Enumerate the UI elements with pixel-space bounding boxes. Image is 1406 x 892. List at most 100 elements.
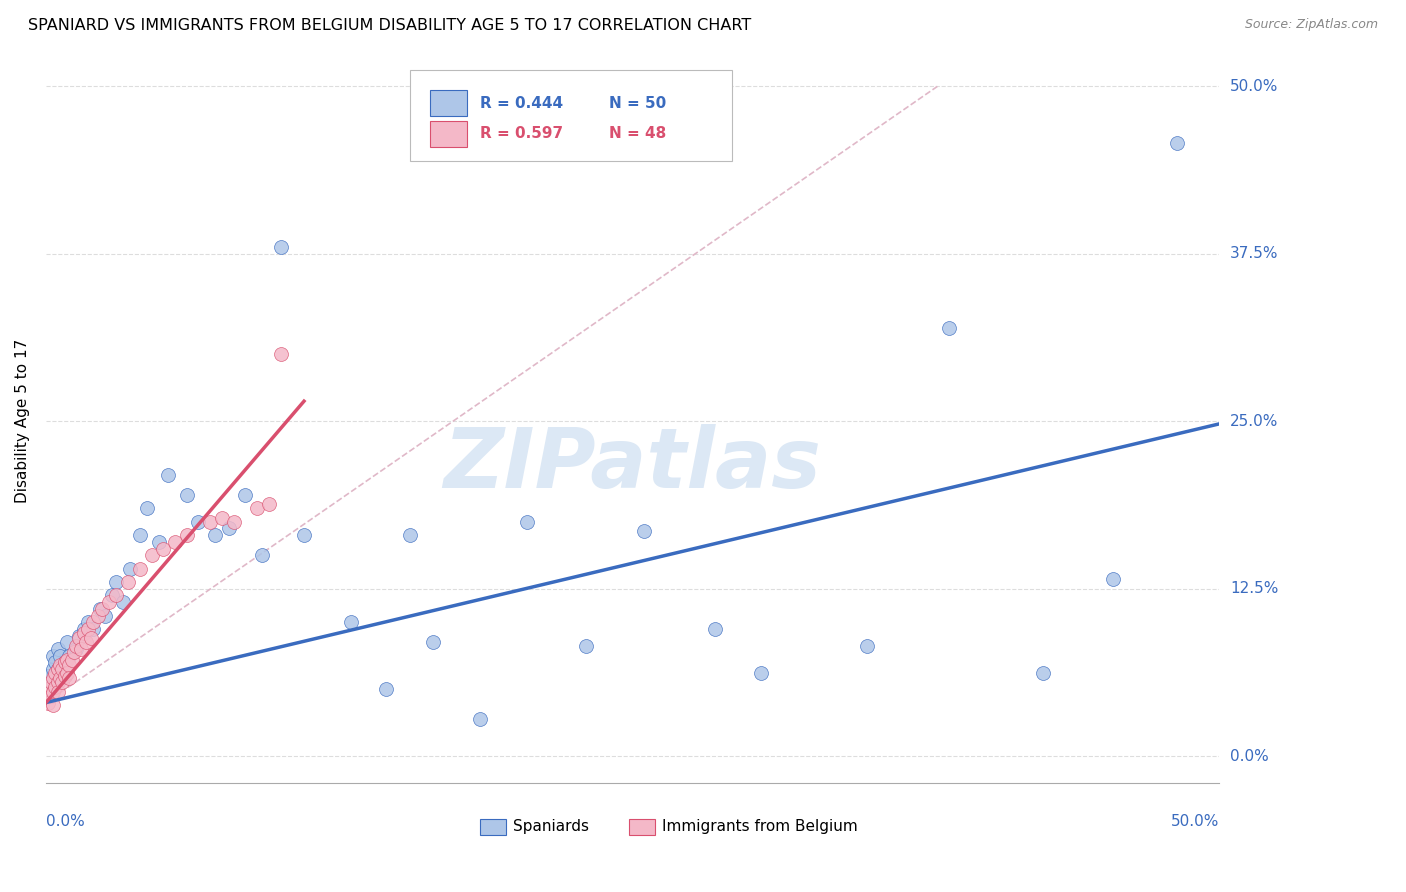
- Point: [218, 521, 240, 535]
- Point: [938, 320, 960, 334]
- Point: [163, 534, 186, 549]
- Bar: [429, 90, 467, 116]
- Point: [42, 685, 65, 699]
- Point: [77, 615, 100, 630]
- Point: [112, 595, 135, 609]
- Point: [91, 602, 114, 616]
- Point: [633, 524, 655, 538]
- Point: [187, 515, 209, 529]
- FancyBboxPatch shape: [409, 70, 733, 161]
- Point: [58, 658, 80, 673]
- Point: [51, 662, 73, 676]
- Point: [105, 574, 128, 589]
- Point: [204, 528, 226, 542]
- Bar: [429, 121, 467, 147]
- Point: [156, 467, 179, 482]
- Text: N = 48: N = 48: [609, 127, 666, 142]
- Point: [63, 645, 86, 659]
- Point: [39, 689, 62, 703]
- Bar: [628, 819, 655, 835]
- Point: [53, 669, 76, 683]
- Point: [42, 648, 65, 663]
- Text: 37.5%: 37.5%: [1230, 246, 1278, 261]
- Point: [65, 640, 87, 654]
- Point: [42, 698, 65, 713]
- Point: [1102, 572, 1125, 586]
- Bar: [479, 819, 506, 835]
- Point: [128, 561, 150, 575]
- Point: [75, 635, 97, 649]
- Point: [79, 632, 101, 646]
- Point: [250, 548, 273, 562]
- Point: [82, 622, 104, 636]
- Point: [117, 574, 139, 589]
- Text: 12.5%: 12.5%: [1230, 582, 1278, 596]
- Point: [39, 675, 62, 690]
- Point: [270, 347, 292, 361]
- Point: [100, 589, 122, 603]
- Point: [51, 675, 73, 690]
- Point: [86, 608, 108, 623]
- Text: Spaniards: Spaniards: [513, 819, 589, 834]
- Point: [468, 712, 491, 726]
- Text: ZIPatlas: ZIPatlas: [443, 425, 821, 505]
- Point: [51, 669, 73, 683]
- Point: [53, 656, 76, 670]
- Text: 50.0%: 50.0%: [1171, 814, 1219, 829]
- Point: [49, 648, 72, 663]
- Point: [56, 666, 79, 681]
- Point: [49, 658, 72, 673]
- Point: [37, 669, 59, 683]
- Point: [422, 635, 444, 649]
- Point: [198, 515, 221, 529]
- Point: [53, 656, 76, 670]
- Point: [37, 696, 59, 710]
- Point: [222, 515, 245, 529]
- Point: [49, 672, 72, 686]
- Point: [398, 528, 420, 542]
- Point: [98, 595, 121, 609]
- Point: [65, 642, 87, 657]
- Point: [257, 497, 280, 511]
- Point: [703, 622, 725, 636]
- Point: [89, 602, 111, 616]
- Text: R = 0.444: R = 0.444: [479, 95, 562, 111]
- Text: 25.0%: 25.0%: [1230, 414, 1278, 429]
- Point: [72, 626, 94, 640]
- Text: 50.0%: 50.0%: [1230, 78, 1278, 94]
- Point: [246, 501, 269, 516]
- Point: [82, 615, 104, 630]
- Point: [60, 653, 83, 667]
- Point: [56, 635, 79, 649]
- Point: [77, 622, 100, 636]
- Point: [67, 632, 90, 646]
- Point: [44, 680, 66, 694]
- Point: [67, 629, 90, 643]
- Point: [42, 672, 65, 686]
- Point: [46, 642, 69, 657]
- Point: [292, 528, 315, 542]
- Point: [128, 528, 150, 542]
- Point: [93, 608, 115, 623]
- Point: [141, 548, 163, 562]
- Point: [105, 589, 128, 603]
- Text: Source: ZipAtlas.com: Source: ZipAtlas.com: [1244, 18, 1378, 31]
- Point: [44, 666, 66, 681]
- Text: 0.0%: 0.0%: [46, 814, 84, 829]
- Point: [176, 528, 198, 542]
- Point: [44, 656, 66, 670]
- Point: [270, 240, 292, 254]
- Point: [340, 615, 363, 630]
- Text: N = 50: N = 50: [609, 95, 666, 111]
- Point: [751, 666, 773, 681]
- Point: [211, 510, 233, 524]
- Point: [148, 534, 170, 549]
- Point: [176, 488, 198, 502]
- Text: 0.0%: 0.0%: [1230, 748, 1268, 764]
- Point: [1166, 136, 1188, 150]
- Point: [72, 622, 94, 636]
- Point: [39, 675, 62, 690]
- Point: [375, 682, 398, 697]
- Point: [37, 682, 59, 697]
- Point: [1032, 666, 1054, 681]
